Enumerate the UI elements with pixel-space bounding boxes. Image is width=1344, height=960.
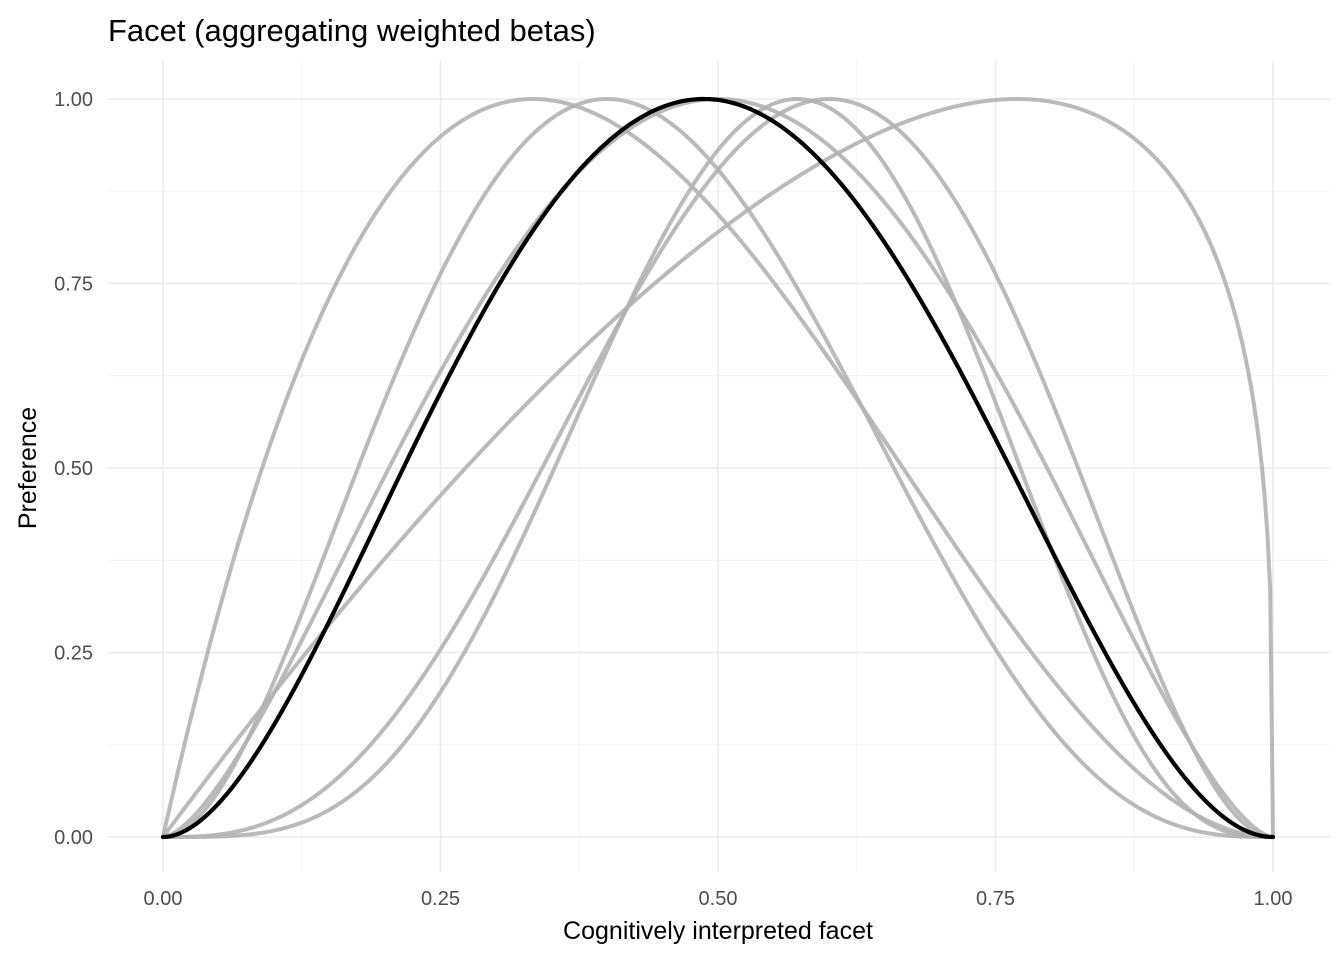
x-tick-label: 0.25	[421, 888, 460, 910]
x-tick-labels: 0.00 0.25 0.50 0.75 1.00	[144, 888, 1293, 910]
x-axis-title: Cognitively interpreted facet	[563, 917, 873, 945]
x-tick-label: 0.50	[699, 888, 738, 910]
aggregate-beta-curve	[160, 96, 1276, 840]
weighted-beta-curve	[161, 97, 1275, 839]
weighted-beta-curve	[161, 97, 1275, 839]
minor-gridlines	[108, 60, 1330, 872]
y-tick-label: 0.25	[54, 643, 93, 665]
y-tick-label: 0.00	[54, 827, 93, 849]
y-tick-label: 0.75	[54, 274, 93, 296]
x-tick-label: 1.00	[1254, 888, 1293, 910]
major-gridlines	[108, 60, 1330, 872]
y-axis-title: Preference	[14, 407, 42, 529]
weighted-beta-curve	[161, 97, 1275, 839]
x-tick-label: 0.75	[976, 888, 1015, 910]
weighted-beta-curve	[161, 97, 1275, 839]
x-tick-label: 0.00	[144, 888, 183, 910]
chart-title: Facet (aggregating weighted betas)	[108, 13, 596, 48]
y-tick-label: 1.00	[54, 89, 93, 111]
y-tick-labels: 0.00 0.25 0.50 0.75 1.00	[54, 89, 93, 849]
y-tick-label: 0.50	[54, 458, 93, 480]
series-curves	[160, 96, 1276, 840]
